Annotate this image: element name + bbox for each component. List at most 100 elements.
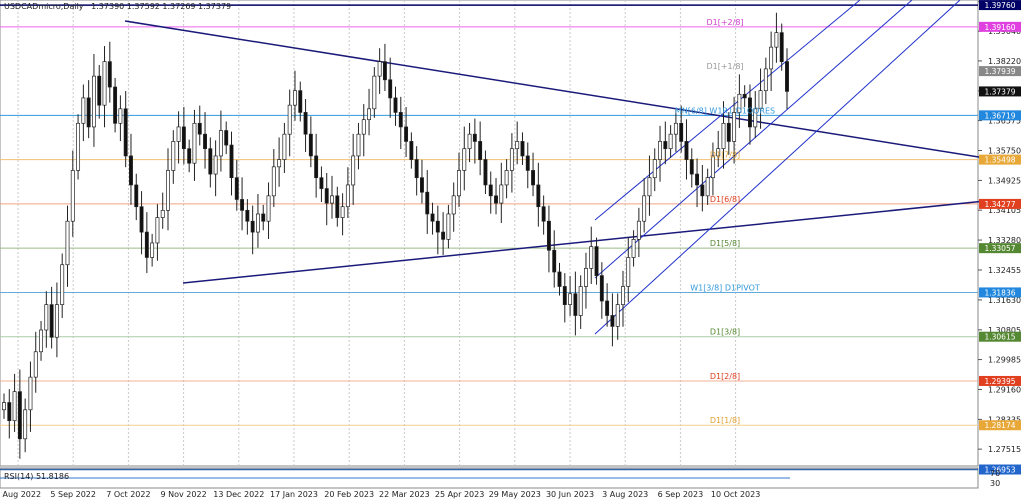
candle [335,186,340,227]
bear-candle-body [308,133,313,157]
candle [97,64,102,119]
candle [187,139,192,173]
candle [139,191,144,255]
candle [689,148,694,188]
channel-lower-line [594,0,961,335]
candle [695,158,700,208]
candle [54,282,59,358]
candle [81,84,86,142]
symbol-label: USDCADmicro,Daily [4,2,84,11]
price-badges: 1.39760 1.39160 1.37939 1.36719 1.35498 1.342… [979,0,1021,475]
bear-candle-body [398,112,403,128]
bear-candle-body [388,79,393,99]
level-badge [979,287,1021,298]
candle [176,111,181,164]
candle [546,205,551,273]
level-badge-text: 1.26953 [984,466,1015,475]
bear-candle-body [425,191,430,215]
candle [245,199,250,235]
candle [425,170,430,234]
candle [599,262,604,319]
bull-candle-body [155,217,160,244]
level-badge [979,110,1021,121]
level-label: D1[+2/8] [706,18,743,27]
candle [65,205,70,287]
candle [668,125,673,158]
bear-candle-body [324,188,329,204]
candle [605,283,610,327]
candle [229,131,234,196]
level-badge [979,464,1021,475]
candle [224,121,229,155]
level-badge-text: 1.31836 [984,288,1015,297]
bear-candle-body [393,97,398,113]
bull-candle-body [668,133,673,150]
candle [748,84,752,145]
bull-candle-body [462,148,467,171]
bear-candle-body [478,141,483,160]
candle [626,237,631,303]
candle [134,173,139,221]
candle [679,105,684,153]
level-badge-text: 1.29395 [984,377,1015,386]
candle [203,112,207,169]
bear-candle-body [605,300,610,316]
candle [107,41,112,103]
bear-candle-body [123,108,128,157]
candle [2,393,6,419]
price-tick-label: 1.28335 [988,415,1021,424]
candle [393,86,398,126]
candle [710,142,715,196]
bear-candle-body [594,246,599,276]
date-tick-label: 22 Mar 2023 [379,490,430,499]
level-label: MN[6/8] W1R1 D1OORES [675,106,775,115]
vertical-grid [17,0,737,466]
candle [44,291,49,348]
bear-candle-body [250,220,255,233]
candle [578,275,583,329]
candle [589,226,594,284]
bull-candle-body [192,122,197,164]
bull-candle-body [44,304,49,331]
bull-candle-body [626,257,631,287]
bull-candle-body [372,75,377,110]
bull-candle-body [351,155,356,186]
candle [504,159,509,199]
candle [155,204,160,261]
bear-candle-body [494,195,498,204]
bull-candle-body [631,238,636,258]
candle [123,91,128,168]
bull-candle-body [774,32,779,48]
bear-candle-body [97,75,102,106]
candle [382,43,387,92]
candle [779,23,784,71]
bear-candle-body [679,122,684,142]
candle [584,252,588,309]
bull-candle-body [763,68,768,92]
bear-candle-body [86,97,91,128]
candle [420,159,424,204]
rsi-panel: 70 30 [0,469,1000,488]
bear-candle-body [689,159,694,175]
bear-candle-body [546,220,551,251]
bull-candle-body [732,112,737,142]
candle [166,148,170,231]
bull-candle-body [171,141,176,171]
candle [409,132,414,169]
bull-candle-body [705,177,710,197]
bear-candle-body [144,231,149,258]
level-label: D1[1/8] [710,416,740,425]
bull-candle-body [568,293,573,305]
candle [113,77,118,133]
bull-candle-body [271,166,276,197]
bear-candle-body [314,155,319,179]
candle [377,48,382,94]
level-badge-text: 1.39760 [984,1,1015,10]
candle [367,88,371,136]
candle [652,148,657,192]
bull-candle-body [578,286,583,316]
candle [287,89,292,157]
bull-candle-body [65,220,70,266]
bull-candle-body [769,46,774,70]
